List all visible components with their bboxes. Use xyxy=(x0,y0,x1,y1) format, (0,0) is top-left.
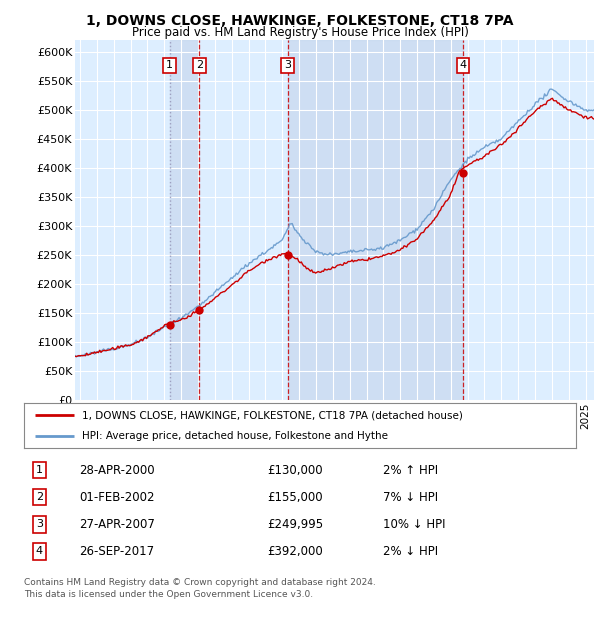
Text: 4: 4 xyxy=(460,61,467,71)
Bar xyxy=(287,40,463,400)
Text: 1, DOWNS CLOSE, HAWKINGE, FOLKESTONE, CT18 7PA: 1, DOWNS CLOSE, HAWKINGE, FOLKESTONE, CT… xyxy=(86,14,514,28)
Text: £392,000: £392,000 xyxy=(267,545,323,558)
Text: £155,000: £155,000 xyxy=(267,491,323,504)
Text: Contains HM Land Registry data © Crown copyright and database right 2024.: Contains HM Land Registry data © Crown c… xyxy=(24,578,376,587)
Text: 28-APR-2000: 28-APR-2000 xyxy=(79,464,155,477)
Text: 2% ↓ HPI: 2% ↓ HPI xyxy=(383,545,438,558)
Text: 1: 1 xyxy=(36,466,43,476)
Text: This data is licensed under the Open Government Licence v3.0.: This data is licensed under the Open Gov… xyxy=(24,590,313,600)
Text: £130,000: £130,000 xyxy=(267,464,323,477)
Text: Price paid vs. HM Land Registry's House Price Index (HPI): Price paid vs. HM Land Registry's House … xyxy=(131,26,469,39)
Text: 2: 2 xyxy=(36,492,43,502)
Text: 2% ↑ HPI: 2% ↑ HPI xyxy=(383,464,438,477)
Text: 01-FEB-2002: 01-FEB-2002 xyxy=(79,491,155,504)
Bar xyxy=(170,40,199,400)
Text: £249,995: £249,995 xyxy=(267,518,323,531)
Text: 4: 4 xyxy=(36,546,43,556)
Text: 1: 1 xyxy=(166,61,173,71)
Text: 1, DOWNS CLOSE, HAWKINGE, FOLKESTONE, CT18 7PA (detached house): 1, DOWNS CLOSE, HAWKINGE, FOLKESTONE, CT… xyxy=(82,410,463,420)
Text: 2: 2 xyxy=(196,61,203,71)
Text: 7% ↓ HPI: 7% ↓ HPI xyxy=(383,491,438,504)
Text: HPI: Average price, detached house, Folkestone and Hythe: HPI: Average price, detached house, Folk… xyxy=(82,430,388,441)
Text: 27-APR-2007: 27-APR-2007 xyxy=(79,518,155,531)
Text: 10% ↓ HPI: 10% ↓ HPI xyxy=(383,518,445,531)
Text: 26-SEP-2017: 26-SEP-2017 xyxy=(79,545,154,558)
Text: 3: 3 xyxy=(36,520,43,529)
Text: 3: 3 xyxy=(284,61,291,71)
